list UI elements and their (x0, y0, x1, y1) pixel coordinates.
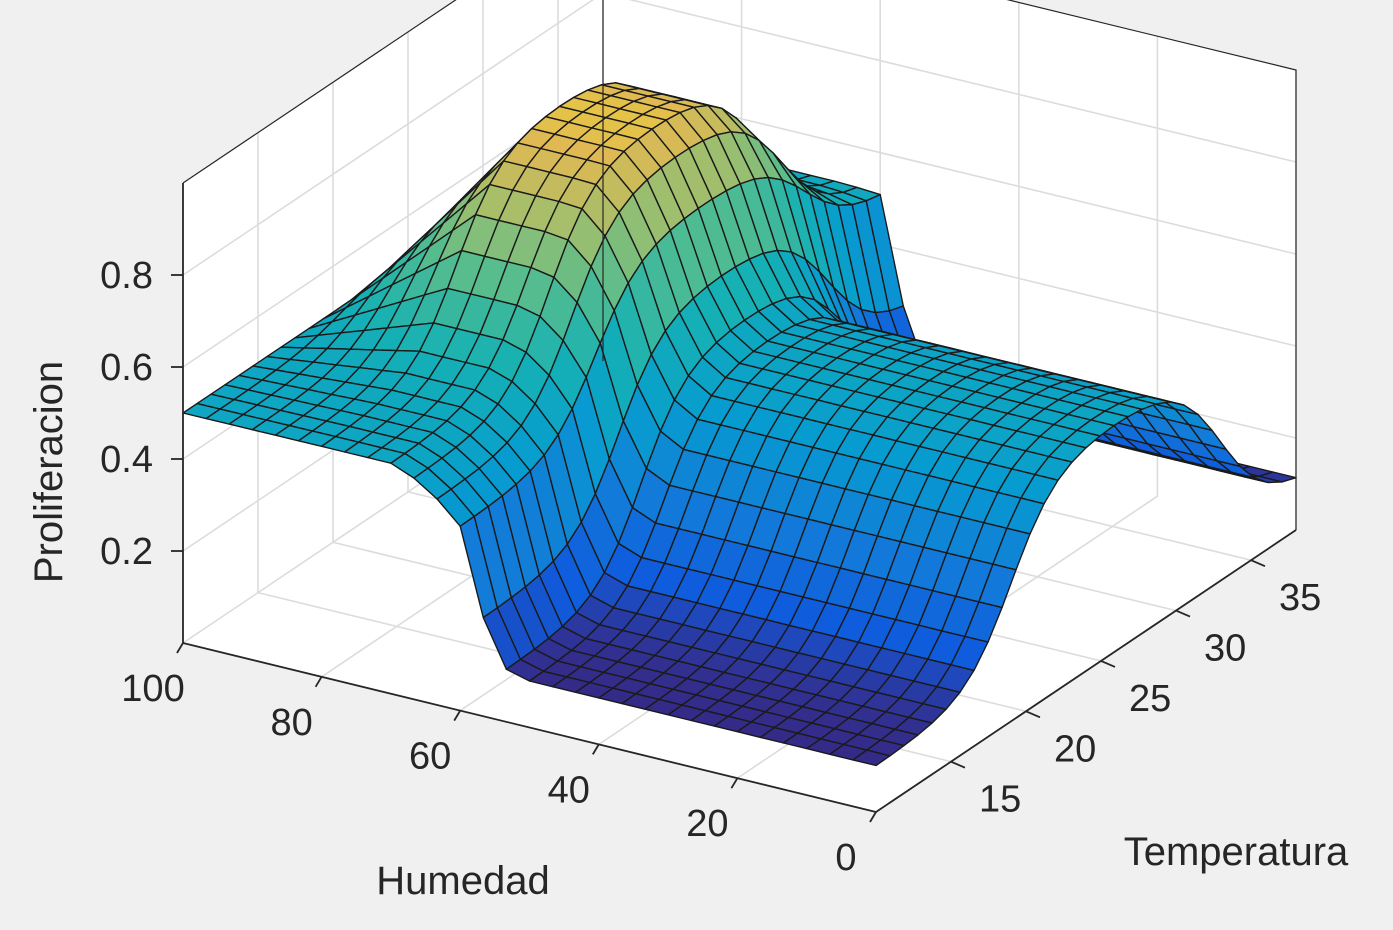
z-tick-label: 0.2 (100, 531, 153, 573)
y-axis-line (875, 529, 1297, 813)
x-tick-label: 100 (121, 668, 184, 710)
z-gridline (182, 0, 1297, 276)
x-tick-mark (869, 811, 877, 823)
y-tick-mark (1250, 559, 1266, 568)
axis-ticks: 0 20 40 60 80 100 15 20 25 30 35 0.2 0.4 0.6 0.8 (100, 255, 1321, 879)
x-tick-label: 60 (409, 736, 451, 778)
surface-mesh (182, 82, 1297, 767)
y-tick-label: 35 (1279, 577, 1321, 619)
y-axis-title: Temperatura (1124, 830, 1349, 874)
x-tick-mark (592, 743, 600, 755)
x-tick-label: 0 (835, 837, 856, 879)
x-tick-label: 40 (548, 769, 590, 811)
z-axis-title: Proliferacion (27, 361, 71, 583)
y-tick-mark (1175, 609, 1191, 618)
surface-face (852, 749, 891, 767)
y-tick-label: 30 (1204, 628, 1246, 670)
z-tick-label: 0.6 (100, 347, 153, 389)
x-axis-line (182, 642, 877, 813)
x-tick-label: 20 (686, 803, 728, 845)
x-tick-label: 80 (270, 702, 312, 744)
y-tick-mark (1025, 710, 1041, 719)
box-top-edges (182, 0, 1297, 530)
x-axis-title: Humedad (376, 859, 549, 903)
y-tick-label: 25 (1129, 678, 1171, 720)
x-tick-mark (730, 777, 739, 789)
y-tick-mark (950, 760, 966, 769)
axes-lines (182, 0, 1297, 813)
y-tick-mark (1100, 660, 1116, 668)
z-tick-label: 0.8 (100, 255, 153, 297)
x-tick-mark (176, 642, 184, 654)
x-tick-mark (314, 676, 323, 688)
z-tick-label: 0.4 (100, 439, 153, 481)
y-tick-label: 20 (1054, 728, 1096, 770)
y-tick-label: 15 (979, 779, 1021, 821)
x-tick-mark (453, 710, 461, 722)
